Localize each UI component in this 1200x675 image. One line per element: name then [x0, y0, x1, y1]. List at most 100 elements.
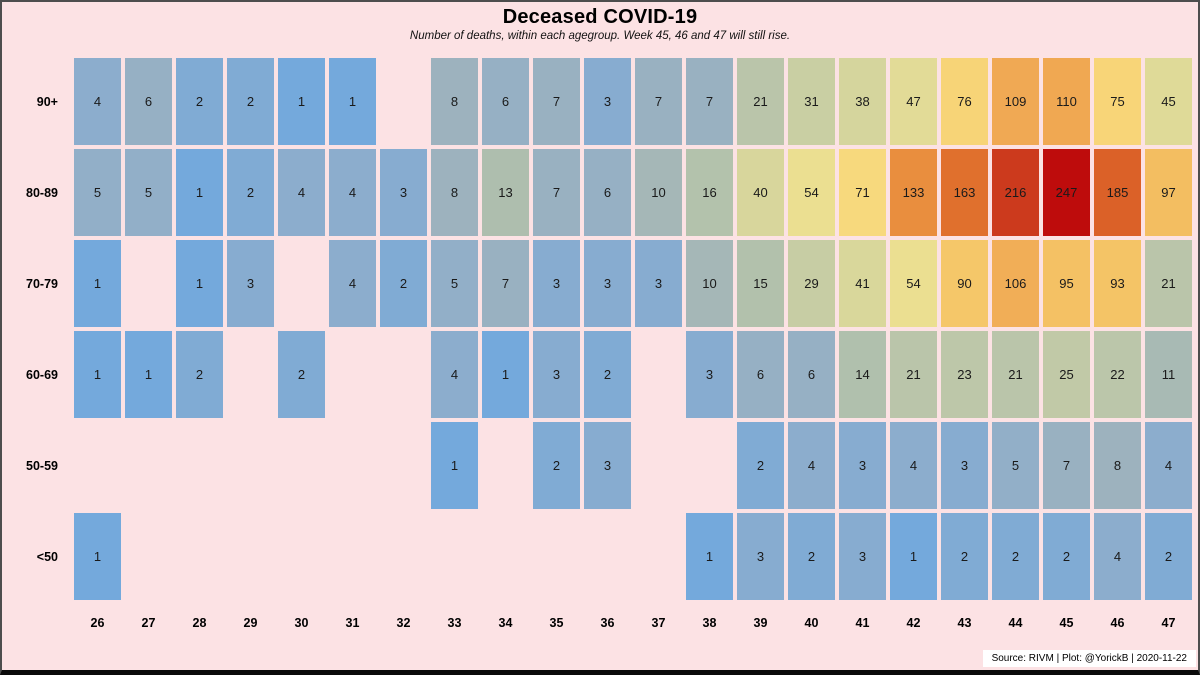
- heatmap-cell: 1: [176, 149, 223, 236]
- heatmap-empty-slot: [635, 513, 682, 600]
- week-label: 35: [549, 616, 564, 630]
- week-label: 40: [804, 616, 819, 630]
- heatmap-cell: 4: [788, 422, 835, 509]
- heatmap-cell: 4: [74, 58, 121, 145]
- heatmap-empty-slot: [176, 422, 223, 509]
- heatmap-cell: 22: [1094, 331, 1141, 418]
- heatmap-cell: 38: [839, 58, 886, 145]
- heatmap-empty-slot: [380, 513, 427, 600]
- heatmap-cell: 3: [584, 58, 631, 145]
- week-label: 45: [1059, 616, 1074, 630]
- heatmap-cell: 1: [686, 513, 733, 600]
- heatmap-cell: 1: [482, 331, 529, 418]
- agegroup-label: 60-69: [26, 367, 58, 382]
- heatmap-empty-slot: [278, 422, 325, 509]
- heatmap-cell: 185: [1094, 149, 1141, 236]
- heatmap-cell: 21: [992, 331, 1039, 418]
- heatmap-cell: 4: [431, 331, 478, 418]
- week-label: 27: [141, 616, 156, 630]
- heatmap-cell: 3: [839, 422, 886, 509]
- heatmap-cell: 21: [737, 58, 784, 145]
- week-label: 30: [294, 616, 309, 630]
- week-label: 31: [345, 616, 360, 630]
- week-label: 32: [396, 616, 411, 630]
- heatmap-empty-slot: [686, 422, 733, 509]
- heatmap-cell: 97: [1145, 149, 1192, 236]
- heatmap-empty-slot: [533, 513, 580, 600]
- week-label: 38: [702, 616, 717, 630]
- heatmap-cell: 23: [941, 331, 988, 418]
- heatmap-cell: 2: [584, 331, 631, 418]
- heatmap-cell: 10: [686, 240, 733, 327]
- heatmap-cell: 106: [992, 240, 1039, 327]
- heatmap-cell: 54: [890, 240, 937, 327]
- heatmap-cell: 29: [788, 240, 835, 327]
- heatmap-cell: 95: [1043, 240, 1090, 327]
- heatmap-cell: 3: [533, 240, 580, 327]
- heatmap-cell: 54: [788, 149, 835, 236]
- week-label: 42: [906, 616, 921, 630]
- heatmap-empty-slot: [329, 422, 376, 509]
- agegroup-label: 50-59: [26, 458, 58, 473]
- heatmap-cell: 5: [125, 149, 172, 236]
- agegroup-label: 90+: [36, 94, 58, 109]
- heatmap-cell: 163: [941, 149, 988, 236]
- heatmap-cell: 8: [431, 58, 478, 145]
- heatmap-cell: 6: [737, 331, 784, 418]
- heatmap-cell: 7: [533, 149, 580, 236]
- heatmap-cell: 2: [941, 513, 988, 600]
- heatmap-cell: 7: [1043, 422, 1090, 509]
- heatmap-cell: 5: [431, 240, 478, 327]
- heatmap-cell: 110: [1043, 58, 1090, 145]
- heatmap-cell: 76: [941, 58, 988, 145]
- heatmap-cell: 1: [329, 58, 376, 145]
- heatmap-empty-slot: [125, 422, 172, 509]
- heatmap-cell: 7: [533, 58, 580, 145]
- heatmap-cell: 4: [278, 149, 325, 236]
- heatmap-cell: 3: [635, 240, 682, 327]
- axis-corner: [8, 604, 70, 644]
- heatmap-cell: 1: [74, 240, 121, 327]
- heatmap-empty-slot: [329, 331, 376, 418]
- heatmap-cell: 6: [125, 58, 172, 145]
- heatmap-empty-slot: [74, 422, 121, 509]
- heatmap-cell: 2: [992, 513, 1039, 600]
- heatmap-cell: 4: [329, 240, 376, 327]
- week-label: 26: [90, 616, 105, 630]
- heatmap-cell: 247: [1043, 149, 1090, 236]
- heatmap-cell: 45: [1145, 58, 1192, 145]
- heatmap-cell: 5: [992, 422, 1039, 509]
- heatmap-cell: 14: [839, 331, 886, 418]
- heatmap-cell: 25: [1043, 331, 1090, 418]
- week-label: 44: [1008, 616, 1023, 630]
- agegroup-label: 80-89: [26, 185, 58, 200]
- heatmap-cell: 2: [737, 422, 784, 509]
- heatmap-cell: 7: [686, 58, 733, 145]
- heatmap-cell: 13: [482, 149, 529, 236]
- heatmap-cell: 2: [533, 422, 580, 509]
- heatmap-cell: 2: [788, 513, 835, 600]
- heatmap-cell: 1: [74, 513, 121, 600]
- agegroup-label: <50: [36, 549, 58, 564]
- heatmap-empty-slot: [380, 331, 427, 418]
- heatmap-cell: 41: [839, 240, 886, 327]
- heatmap-cell: 3: [737, 513, 784, 600]
- heatmap-cell: 31: [788, 58, 835, 145]
- heatmap-empty-slot: [227, 422, 274, 509]
- heatmap-cell: 4: [1094, 513, 1141, 600]
- heatmap-cell: 2: [1145, 513, 1192, 600]
- heatmap-cell: 3: [584, 422, 631, 509]
- heatmap-cell: 6: [584, 149, 631, 236]
- heatmap-empty-slot: [482, 422, 529, 509]
- heatmap-cell: 1: [125, 331, 172, 418]
- heatmap-cell: 47: [890, 58, 937, 145]
- heatmap-empty-slot: [125, 513, 172, 600]
- heatmap-cell: 40: [737, 149, 784, 236]
- heatmap-cell: 1: [74, 331, 121, 418]
- week-label: 36: [600, 616, 615, 630]
- week-label: 39: [753, 616, 768, 630]
- week-label: 28: [192, 616, 207, 630]
- week-label: 37: [651, 616, 666, 630]
- week-label: 41: [855, 616, 870, 630]
- heatmap-empty-slot: [431, 513, 478, 600]
